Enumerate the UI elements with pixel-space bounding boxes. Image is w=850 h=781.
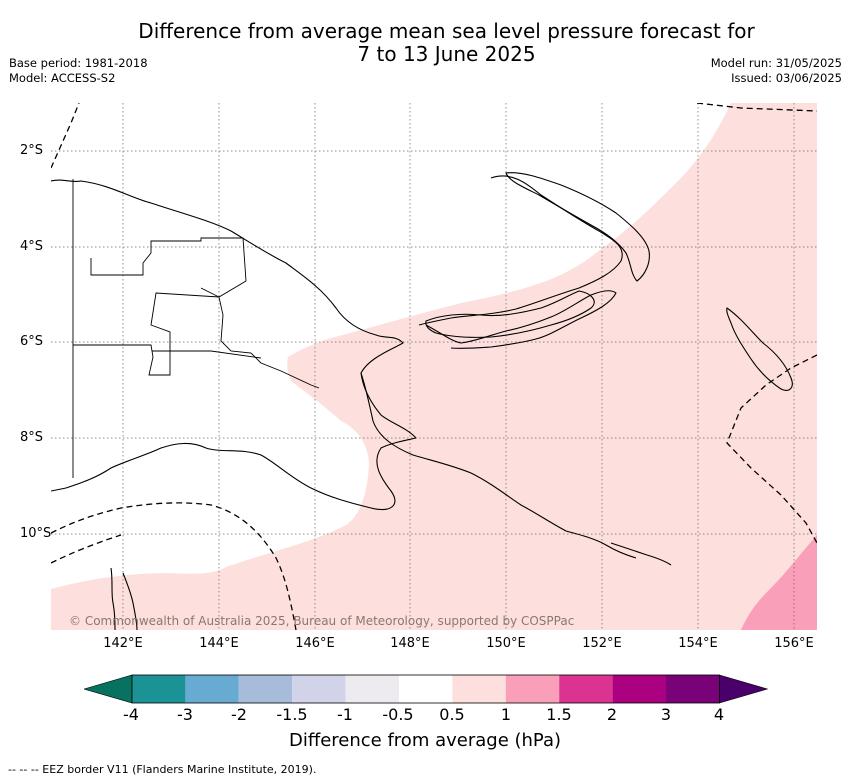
- x-tick-150e: 150°E: [486, 636, 526, 651]
- x-tick-142e: 142°E: [103, 636, 143, 651]
- colorbar-tick: -0.5: [382, 705, 414, 724]
- colorbar-segment: [505, 675, 560, 703]
- colorbar-tick: -4: [123, 705, 139, 724]
- colorbar-tick: -1.5: [276, 705, 308, 724]
- colorbar-tick: 3: [660, 705, 672, 724]
- eez-borders: [51, 103, 817, 630]
- colorbar-segment: [559, 675, 613, 703]
- colorbar-segment: [238, 675, 293, 703]
- cape-york-coast-west: [110, 567, 116, 630]
- x-tick-148e: 148°E: [390, 636, 430, 651]
- colorbar-segment: [612, 675, 666, 703]
- colorbar-tick: 0.5: [439, 705, 465, 724]
- y-tick-8s: 8°S: [20, 430, 44, 445]
- y-tick-10s: 10°S: [20, 526, 52, 541]
- colorbar-segment: [719, 674, 768, 704]
- model-run-text: Model run: 31/05/2025: [710, 56, 842, 70]
- colorbar-segment: [399, 675, 453, 703]
- colorbar-tick: 2: [606, 705, 618, 724]
- x-tick-146e: 146°E: [295, 636, 335, 651]
- map-panel: © Commonwealth of Australia 2025, Bureau…: [51, 103, 817, 630]
- colorbar-tick: 1.5: [546, 705, 572, 724]
- colorbar-segment: [132, 675, 186, 703]
- colorbar-segment: [452, 675, 506, 703]
- provincial-borders: [72, 179, 320, 478]
- anomaly-region-1-to-1-5: [741, 535, 817, 630]
- colorbar-tick: -2: [231, 705, 247, 724]
- x-tick-144e: 144°E: [199, 636, 239, 651]
- colorbar-tick: 1: [500, 705, 512, 724]
- model-text: Model: ACCESS-S2: [9, 71, 116, 85]
- meta-left: Base period: 1981-2018 Model: ACCESS-S2: [9, 56, 148, 86]
- colorbar: [84, 674, 768, 704]
- colorbar-frame: [131, 674, 720, 704]
- cape-york-coast: [122, 572, 138, 630]
- colorbar-segment: [345, 675, 399, 703]
- coastlines: [51, 172, 793, 630]
- colorbar-segment: [292, 675, 346, 703]
- new-guinea-coastline: [51, 179, 417, 510]
- colorbar-tick: -1: [337, 705, 353, 724]
- new-ireland: [505, 172, 650, 282]
- colorbar-segment: [84, 674, 133, 704]
- title-line-1: Difference from average mean sea level p…: [138, 19, 755, 43]
- north-coast-east: [418, 175, 623, 326]
- x-tick-156e: 156°E: [774, 636, 814, 651]
- x-tick-152e: 152°E: [582, 636, 622, 651]
- colorbar-tick: -3: [177, 705, 193, 724]
- papuan-south-coast: [360, 372, 637, 559]
- colorbar-label: Difference from average (hPa): [288, 730, 562, 751]
- x-tick-154e: 154°E: [678, 636, 718, 651]
- eez-footnote: -- -- -- EEZ border V11 (Flanders Marine…: [8, 763, 317, 776]
- base-period-text: Base period: 1981-2018: [9, 56, 148, 70]
- chart-title: Difference from average mean sea level p…: [0, 20, 850, 66]
- title-line-2: 7 to 13 June 2025: [357, 42, 536, 66]
- y-tick-6s: 6°S: [20, 334, 44, 349]
- y-tick-2s: 2°S: [20, 143, 44, 158]
- colorbar-segment: [185, 675, 239, 703]
- new-britain: [425, 290, 595, 338]
- bougainville: [726, 307, 793, 391]
- meta-right: Model run: 31/05/2025 Issued: 03/06/2025: [711, 56, 842, 86]
- colorbar-segment: [666, 675, 720, 703]
- anomaly-region-0-5-to-1: [51, 103, 817, 630]
- colorbar-tick: 4: [713, 705, 725, 724]
- y-tick-4s: 4°S: [20, 239, 44, 254]
- copyright-text: © Commonwealth of Australia 2025, Bureau…: [69, 614, 574, 628]
- louisiade-islands: [610, 542, 672, 566]
- issued-text: Issued: 03/06/2025: [731, 71, 842, 85]
